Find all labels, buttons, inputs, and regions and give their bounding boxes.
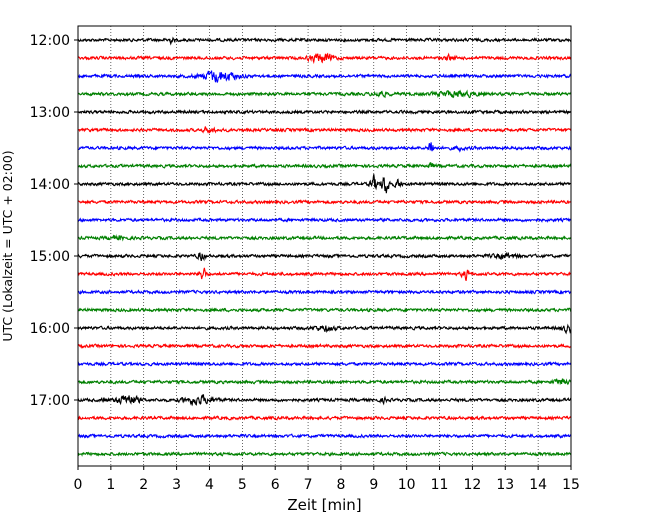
x-tick-label: 4 — [205, 477, 214, 493]
y-tick-label: 13:00 — [30, 105, 70, 121]
trace-line — [77, 70, 572, 83]
trace-line — [77, 415, 572, 421]
trace-line — [77, 217, 572, 223]
grid-lines — [110, 26, 539, 466]
x-tick-label: 10 — [398, 477, 416, 493]
trace-line — [77, 451, 572, 457]
trace-line — [77, 343, 572, 349]
trace-line — [77, 109, 572, 115]
trace-line — [77, 394, 572, 407]
y-tick-label: 15:00 — [30, 249, 70, 265]
x-tick-label: 3 — [172, 477, 181, 493]
x-tick-label: 1 — [106, 477, 115, 493]
x-axis-label: Zeit [min] — [287, 496, 361, 514]
trace-line — [77, 199, 572, 205]
trace-line — [77, 142, 572, 153]
y-tick-label: 17:00 — [30, 393, 70, 409]
x-tick-label: 12 — [463, 477, 481, 493]
x-tick-label: 6 — [271, 477, 280, 493]
plot-frame — [77, 25, 572, 467]
trace-line — [77, 378, 572, 386]
trace-line — [77, 251, 572, 262]
x-axis-ticks: 0 1 2 3 4 5 6 7 8 9 10 11 12 13 14 15 — [74, 466, 580, 493]
x-tick-label: 15 — [562, 477, 580, 493]
x-tick-label: 8 — [336, 477, 345, 493]
trace-line — [77, 52, 572, 65]
y-tick-label: 12:00 — [30, 33, 70, 49]
trace-line — [77, 323, 572, 335]
x-tick-label: 9 — [369, 477, 378, 493]
trace-line — [77, 289, 572, 295]
x-tick-label: 14 — [529, 477, 547, 493]
x-tick-label: 5 — [238, 477, 247, 493]
y-axis-ticks: 12:00 13:00 14:00 15:00 16:00 17:00 — [30, 33, 78, 409]
trace-line — [77, 361, 572, 367]
trace-line — [77, 433, 572, 439]
trace-line — [77, 307, 572, 313]
x-tick-label: 13 — [496, 477, 514, 493]
trace-line — [77, 36, 572, 46]
trace-line — [77, 267, 572, 282]
trace-line — [77, 162, 572, 169]
seismic-traces — [77, 36, 572, 457]
trace-line — [77, 89, 572, 99]
trace-line — [77, 234, 572, 242]
y-axis-label: UTC (Lokalzeit = UTC + 02:00) — [0, 150, 15, 341]
x-tick-label: 7 — [304, 477, 313, 493]
trace-line — [77, 174, 572, 194]
y-tick-label: 14:00 — [30, 177, 70, 193]
x-tick-label: 11 — [431, 477, 449, 493]
trace-line — [77, 125, 572, 134]
y-tick-label: 16:00 — [30, 321, 70, 337]
x-tick-label: 2 — [139, 477, 148, 493]
x-tick-label: 0 — [74, 477, 83, 493]
